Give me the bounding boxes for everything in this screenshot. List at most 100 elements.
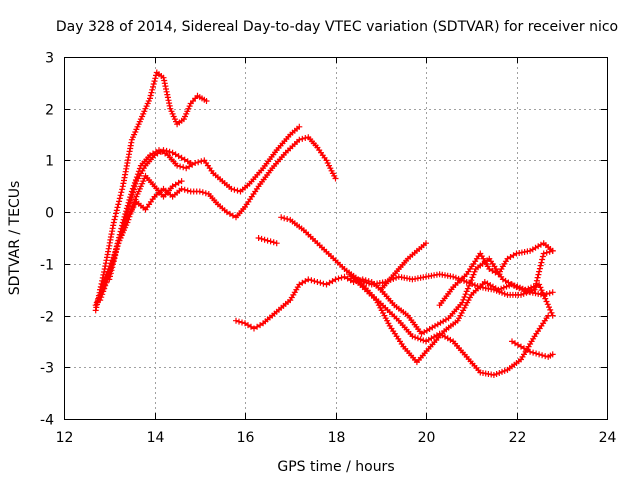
data-point xyxy=(536,268,543,275)
data-point xyxy=(524,288,531,295)
data-point xyxy=(537,262,544,269)
data-point xyxy=(228,185,235,192)
y-tick-label: -3 xyxy=(40,361,54,377)
data-point xyxy=(234,187,241,194)
x-tick-label: 24 xyxy=(599,430,617,446)
data-point xyxy=(150,81,157,87)
data-point xyxy=(299,135,306,142)
data-point xyxy=(471,268,478,275)
y-tick-label: 1 xyxy=(45,154,54,170)
data-point xyxy=(463,279,470,285)
series-line xyxy=(108,174,183,280)
data-point xyxy=(501,290,508,297)
x-tick-label: 22 xyxy=(509,430,527,446)
data-point xyxy=(531,286,538,293)
data-point xyxy=(236,318,242,325)
data-point xyxy=(423,240,429,247)
data-point xyxy=(520,290,527,297)
data-point xyxy=(536,265,543,272)
data-point xyxy=(537,284,544,291)
data-point xyxy=(132,180,139,187)
data-point xyxy=(131,183,138,190)
grid xyxy=(64,57,607,419)
data-point xyxy=(518,286,525,293)
series-track-10 xyxy=(355,276,552,378)
data-point xyxy=(270,239,277,246)
data-point xyxy=(255,235,262,241)
data-point xyxy=(107,273,113,280)
data-point xyxy=(546,304,552,311)
data-point xyxy=(332,175,339,182)
data-point xyxy=(493,371,500,377)
data-point xyxy=(202,190,209,197)
data-point xyxy=(251,325,257,332)
x-tick-label: 20 xyxy=(418,430,436,446)
data-point xyxy=(533,282,540,289)
data-point xyxy=(151,78,158,85)
data-point xyxy=(545,312,552,319)
data-point xyxy=(544,301,551,308)
data-point xyxy=(503,283,510,290)
data-point xyxy=(499,289,505,296)
data-point xyxy=(543,291,550,297)
series-track-3 xyxy=(97,134,339,304)
data-point xyxy=(141,108,148,115)
data-point xyxy=(126,200,133,207)
data-point xyxy=(199,189,206,196)
data-series xyxy=(92,69,556,378)
data-point xyxy=(102,282,109,289)
data-point xyxy=(341,273,348,280)
y-tick-label: -4 xyxy=(40,413,54,429)
data-point xyxy=(181,186,188,193)
data-point xyxy=(547,306,554,313)
data-point xyxy=(178,154,185,161)
data-point xyxy=(111,216,118,223)
data-point xyxy=(180,164,187,171)
data-point xyxy=(450,273,457,280)
data-point xyxy=(149,86,156,93)
y-tick-label: 2 xyxy=(45,103,54,119)
series-track-11 xyxy=(377,255,556,337)
data-point xyxy=(311,278,318,285)
data-point xyxy=(542,295,549,302)
data-point xyxy=(539,352,546,359)
data-point xyxy=(302,135,309,141)
data-point xyxy=(153,72,159,79)
data-point xyxy=(174,162,181,169)
data-point xyxy=(110,261,116,268)
data-point xyxy=(92,307,99,314)
x-axis-ticks: 12 14 16 18 20 22 24 xyxy=(56,57,617,446)
data-point xyxy=(231,186,238,193)
data-point xyxy=(239,319,245,326)
data-point xyxy=(233,317,239,324)
data-point xyxy=(308,277,315,284)
series-line xyxy=(380,257,553,335)
data-point xyxy=(128,195,135,201)
data-point xyxy=(163,147,170,154)
data-point xyxy=(521,345,527,352)
data-point xyxy=(499,368,505,375)
data-point xyxy=(267,238,274,245)
data-point xyxy=(113,207,120,214)
data-point xyxy=(273,240,280,247)
data-point xyxy=(460,296,467,303)
data-point xyxy=(546,248,553,255)
data-point xyxy=(160,74,167,81)
data-point xyxy=(117,192,124,199)
data-point xyxy=(127,197,134,204)
series-track-5 xyxy=(106,172,185,283)
data-point xyxy=(317,279,324,286)
data-point xyxy=(163,88,170,95)
data-point xyxy=(516,285,523,292)
data-point xyxy=(160,147,167,154)
data-point xyxy=(110,219,117,226)
data-point xyxy=(98,294,105,301)
data-point xyxy=(126,203,132,210)
data-point xyxy=(134,123,141,130)
data-point xyxy=(414,335,421,342)
data-point xyxy=(177,163,184,170)
data-point xyxy=(105,245,112,252)
data-point xyxy=(118,189,125,196)
data-point xyxy=(112,213,119,220)
